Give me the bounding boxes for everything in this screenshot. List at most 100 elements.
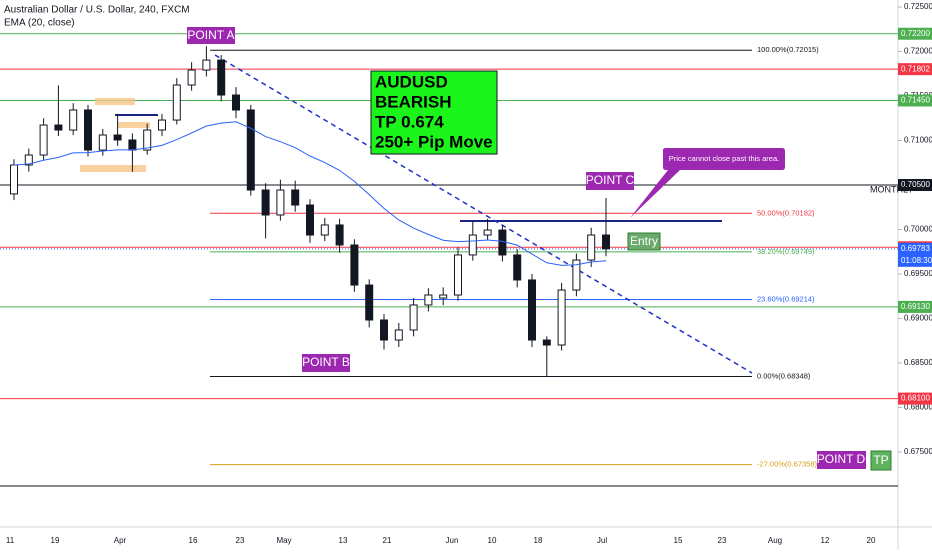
callout-text: Price cannot close past this area. xyxy=(669,154,779,163)
candle-body xyxy=(261,189,270,216)
candle-body xyxy=(320,224,329,236)
candle-body xyxy=(350,244,359,286)
point-c: POINT C xyxy=(586,173,635,187)
countdown-label: 01:08:30 xyxy=(901,256,932,265)
indicator-label: EMA (20, close) xyxy=(4,18,75,29)
candle-body xyxy=(10,164,18,195)
candle-body xyxy=(54,124,63,131)
price-tag-label: 0.71802 xyxy=(901,64,930,73)
x-tick-label: 19 xyxy=(51,536,60,545)
price-tag-label: 0.70500 xyxy=(901,180,930,189)
price-tag xyxy=(898,179,932,192)
candle-body xyxy=(513,254,522,281)
price-tag-label: 0.72200 xyxy=(901,29,930,38)
candle-body xyxy=(113,134,122,141)
candle-body xyxy=(291,189,300,206)
y-tick-label: 0.71000 xyxy=(904,136,932,145)
point-box xyxy=(817,451,866,469)
x-tick-label: 20 xyxy=(867,536,876,545)
price-tag xyxy=(898,392,932,405)
tp-label: TP xyxy=(873,453,888,467)
price-tag xyxy=(898,300,932,313)
candle-body xyxy=(39,124,48,156)
x-tick-label: 10 xyxy=(488,536,497,545)
y-tick-label: 0.67500 xyxy=(904,447,932,456)
candle-body xyxy=(424,294,433,306)
candle-body xyxy=(468,234,477,256)
entry-label: Entry xyxy=(630,234,658,248)
candle-body xyxy=(276,189,285,216)
candle-body xyxy=(380,319,388,341)
candle-body xyxy=(528,279,536,341)
y-tick-label: 0.68000 xyxy=(904,403,932,412)
x-tick-label: Jun xyxy=(446,536,459,545)
tp-box xyxy=(870,450,892,471)
point-box xyxy=(187,27,235,44)
zone xyxy=(95,98,135,105)
candle-body xyxy=(217,59,226,96)
candle-body xyxy=(128,139,137,151)
candle-body xyxy=(24,154,33,166)
x-tick-label: 13 xyxy=(339,536,348,545)
x-tick-label: 18 xyxy=(534,536,543,545)
candle-body xyxy=(409,304,418,331)
candle-body xyxy=(172,84,181,121)
price-tag-label: 0.68100 xyxy=(901,394,930,403)
fib-label: 0.00%(0.68348) xyxy=(757,372,811,381)
point-box xyxy=(586,172,634,190)
candle-body xyxy=(143,129,152,151)
price-tag xyxy=(898,94,932,107)
x-tick-label: 23 xyxy=(718,536,727,545)
candle-body xyxy=(335,224,344,246)
x-tick-label: 15 xyxy=(674,536,683,545)
price-tag-label: 0.71450 xyxy=(901,96,930,105)
candle-body xyxy=(542,339,551,346)
candle-body xyxy=(187,69,196,86)
idea-line: 250+ Pip Move xyxy=(375,132,493,151)
axes: 0.725000.720000.715000.710000.705000.700… xyxy=(6,2,932,545)
y-tick-label: 0.68500 xyxy=(904,358,932,367)
y-tick-label: 0.69000 xyxy=(904,314,932,323)
candle-body xyxy=(158,119,166,131)
entry-box xyxy=(627,232,661,251)
candle-body xyxy=(306,204,314,236)
ema-line xyxy=(13,121,607,266)
chart-title: Australian Dollar / U.S. Dollar, 240, FX… xyxy=(4,5,190,16)
x-tick-label: 21 xyxy=(383,536,392,545)
candles xyxy=(10,46,610,377)
candle-body xyxy=(483,229,492,236)
point-a: POINT A xyxy=(187,28,234,42)
x-tick-label: 12 xyxy=(821,536,830,545)
point-d: POINT D xyxy=(817,452,866,466)
candle-body xyxy=(557,289,566,346)
candle-body xyxy=(602,234,610,250)
idea-line: BEARISH xyxy=(375,92,452,111)
callout xyxy=(630,148,785,218)
y-tick-label: 0.69500 xyxy=(904,269,932,278)
zone xyxy=(80,165,146,172)
x-tick-label: Aug xyxy=(768,536,782,545)
x-tick-label: 23 xyxy=(236,536,245,545)
x-tick-label: May xyxy=(276,536,291,545)
fib-label: -27.00%(0.67358) xyxy=(757,460,818,469)
point-b: POINT B xyxy=(302,355,350,369)
y-tick-label: 0.72000 xyxy=(904,47,932,56)
zone xyxy=(118,122,150,128)
monthly-label: MONTHLY xyxy=(870,184,913,194)
idea-line: TP 0.674 xyxy=(375,112,444,131)
candle-body xyxy=(202,59,211,71)
candle-body xyxy=(439,294,448,299)
fib-label: 23.60%(0.69214) xyxy=(757,294,815,303)
x-tick-label: Jul xyxy=(597,536,607,545)
levels xyxy=(0,33,898,487)
y-tick-label: 0.72500 xyxy=(904,2,932,11)
candle-body xyxy=(84,109,92,151)
candle-body xyxy=(98,134,107,151)
x-tick-label: 11 xyxy=(6,536,15,545)
candle-body xyxy=(69,109,78,131)
fib-label: 38.20%(0.69749) xyxy=(757,247,815,256)
candle-body xyxy=(572,259,581,291)
candle-body xyxy=(232,94,240,111)
price-tag xyxy=(898,27,932,40)
